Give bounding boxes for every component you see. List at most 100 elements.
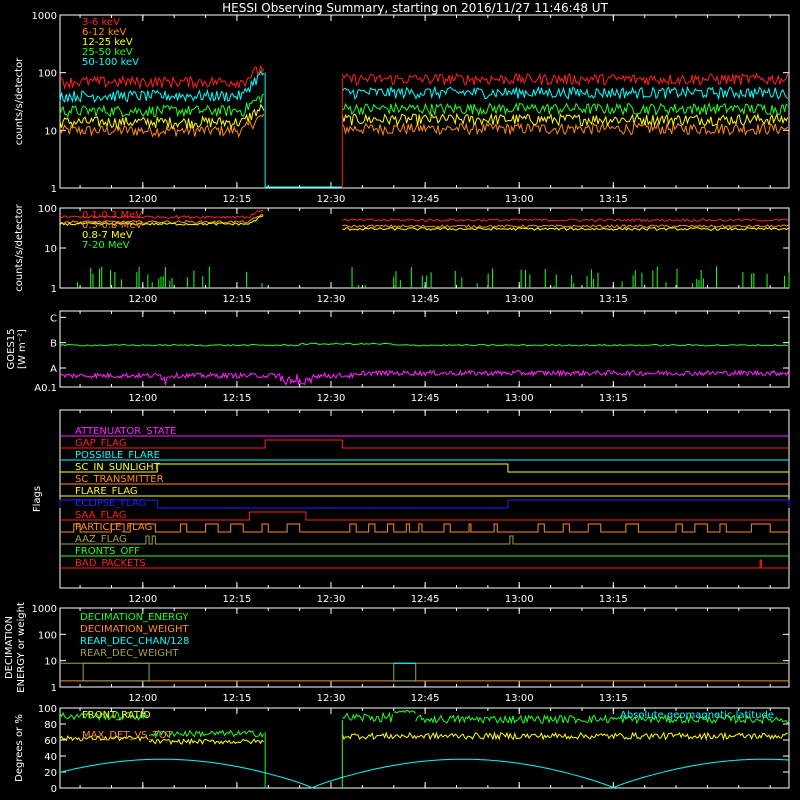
y-tick-label: 100 bbox=[38, 69, 57, 80]
plot-title: HESSI Observing Summary, starting on 201… bbox=[222, 1, 608, 15]
x-tick-label: 12:45 bbox=[411, 194, 440, 205]
flag-label: SC_IN_SUNLIGHT bbox=[75, 462, 161, 473]
y-tick-label: 100 bbox=[38, 204, 57, 215]
series-line bbox=[342, 101, 788, 117]
goes-short-channel bbox=[59, 368, 790, 386]
y-tick-label: 60 bbox=[44, 736, 57, 747]
flag-row-fronts-off: FRONTS_OFF bbox=[60, 546, 789, 557]
x-tick-label: 13:15 bbox=[599, 393, 628, 404]
legend-geomagnetic-latitude: Absolute geomagnetic latitude bbox=[620, 710, 774, 721]
legend-entry-0: DECIMATION_ENERGY bbox=[80, 612, 189, 623]
x-tick-label: 12:15 bbox=[223, 693, 252, 704]
panel-frame-5 bbox=[59, 707, 790, 789]
flag-label: FLARE_FLAG bbox=[75, 486, 138, 497]
front-ratio-trace bbox=[59, 734, 149, 742]
series-line bbox=[59, 215, 264, 227]
green-trace bbox=[59, 710, 149, 722]
series-line bbox=[341, 121, 789, 137]
legend-entry-1: 6-12 keV bbox=[82, 27, 126, 38]
flag-row-flare-flag: FLARE_FLAG bbox=[60, 486, 789, 497]
y-tick-label: A0.1 bbox=[34, 383, 57, 394]
flag-row-bad-packets: BAD_PACKETS bbox=[60, 558, 789, 569]
x-tick-label: 13:00 bbox=[505, 594, 534, 605]
legend-front-ratio: FRONT_RATIO bbox=[82, 710, 151, 721]
panel-frame-3 bbox=[59, 409, 790, 589]
flag-label: ECLIPSE_FLAG bbox=[75, 498, 146, 509]
series-line bbox=[59, 209, 264, 219]
legend-entry-2: REAR_DEC_CHAN/128 bbox=[80, 636, 189, 647]
x-tick-label: 12:30 bbox=[317, 594, 346, 605]
series-50-100-kev bbox=[59, 70, 789, 104]
legend-entry-3: REAR_DEC_WEIGHT bbox=[80, 648, 179, 659]
panel-frame-2 bbox=[59, 310, 790, 388]
series-line bbox=[59, 103, 265, 130]
y-axis-label: counts/s/detector bbox=[14, 203, 25, 291]
series-7-20-mev bbox=[77, 266, 790, 288]
y-tick-label: 10 bbox=[44, 244, 57, 255]
green-trace-4 bbox=[393, 709, 417, 714]
series-line bbox=[59, 64, 265, 90]
series-line bbox=[342, 218, 789, 223]
series-0-8-7-mev bbox=[59, 215, 789, 231]
x-tick-label: 12:30 bbox=[317, 294, 346, 305]
y-tick-label: 1000 bbox=[32, 11, 57, 22]
legend-entry-1: 0.3-0.8 MeV bbox=[82, 220, 142, 231]
flag-row-saa-flag: SAA_FLAG bbox=[60, 510, 789, 521]
x-tick-label: 12:00 bbox=[128, 393, 157, 404]
flag-row-eclipse-flag: ECLIPSE_FLAG bbox=[59, 498, 790, 509]
series-line bbox=[342, 226, 789, 231]
y-tick-label: 10 bbox=[44, 657, 57, 668]
y-tick-label: B bbox=[50, 339, 57, 350]
x-tick-label: 12:15 bbox=[223, 594, 252, 605]
flag-label: GAP_FLAG bbox=[75, 438, 127, 449]
x-tick-label: 12:00 bbox=[128, 693, 157, 704]
green-trace-3 bbox=[342, 711, 393, 723]
y-tick-label: 1 bbox=[51, 184, 57, 195]
y-axis-label: DECIMATION bbox=[4, 616, 15, 679]
series-line bbox=[59, 113, 265, 139]
flag-label: BAD_PACKETS bbox=[75, 558, 146, 569]
legend-entry-0: 3-6 keV bbox=[82, 17, 120, 28]
flag-label: SAA_FLAG bbox=[75, 510, 126, 521]
x-tick-label: 12:00 bbox=[128, 194, 157, 205]
x-tick-label: 12:30 bbox=[317, 693, 346, 704]
x-tick-label: 13:00 bbox=[505, 294, 534, 305]
y-tick-label: C bbox=[50, 313, 57, 324]
series-line bbox=[341, 85, 789, 101]
x-tick-label: 12:45 bbox=[411, 693, 440, 704]
flag-trace bbox=[60, 559, 789, 569]
series-12-25-kev bbox=[59, 103, 789, 130]
y-tick-label: 10 bbox=[44, 126, 57, 137]
legend-entry-0: 0.1-0.3 MeV bbox=[82, 210, 142, 221]
rear-dec-weight-step bbox=[82, 662, 150, 682]
flag-trace bbox=[60, 439, 789, 449]
geomagnetic-latitude-curve bbox=[59, 758, 789, 789]
series-line bbox=[59, 93, 265, 118]
x-tick-label: 13:00 bbox=[505, 693, 534, 704]
x-tick-label: 12:30 bbox=[317, 393, 346, 404]
x-tick-label: 12:45 bbox=[411, 294, 440, 305]
x-tick-label: 13:15 bbox=[599, 693, 628, 704]
y-tick-label: 80 bbox=[44, 720, 57, 731]
y-tick-label: 100 bbox=[38, 630, 57, 641]
legend-entry-2: 12-25 keV bbox=[82, 37, 133, 48]
legend-max-det: MAX_DET_VS_TOT bbox=[82, 730, 174, 741]
flag-trace bbox=[60, 523, 789, 533]
x-tick-label: 13:00 bbox=[505, 393, 534, 404]
x-tick-label: 12:15 bbox=[223, 294, 252, 305]
legend-entry-3: 7-20 MeV bbox=[82, 240, 130, 251]
series-25-50-kev bbox=[59, 93, 788, 118]
y-tick-label: 1 bbox=[51, 683, 57, 694]
flag-trace bbox=[59, 499, 790, 509]
green-trace-5 bbox=[415, 713, 790, 725]
x-tick-label: 12:00 bbox=[128, 594, 157, 605]
flag-row-particle-flag: PARTICLE_FLAG bbox=[60, 522, 789, 533]
panel-frame-0 bbox=[59, 14, 790, 189]
series-0-1-0-3-mev bbox=[59, 209, 789, 223]
x-tick-label: 13:15 bbox=[599, 194, 628, 205]
x-tick-label: 13:00 bbox=[505, 194, 534, 205]
x-tick-label: 12:45 bbox=[411, 393, 440, 404]
y-axis-label: counts/s/detector bbox=[14, 57, 25, 145]
legend-entry-4: 50-100 keV bbox=[82, 57, 139, 68]
